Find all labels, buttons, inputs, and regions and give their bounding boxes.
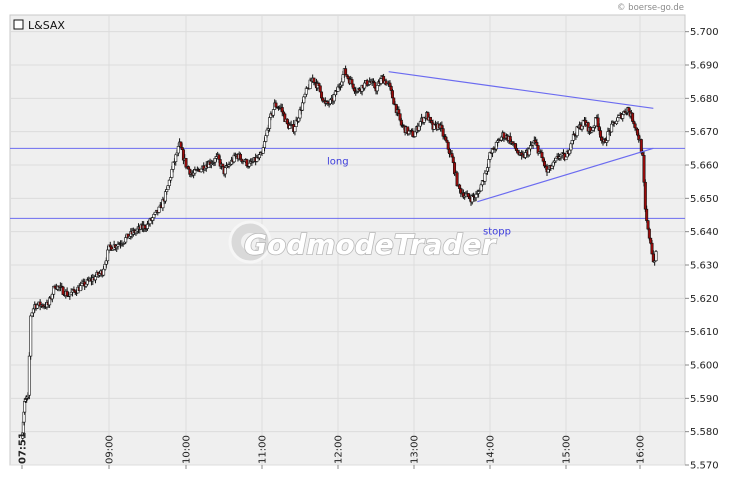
y-tick-label: 5.590 xyxy=(690,394,719,405)
candle-body xyxy=(199,168,203,173)
horizontal-levels: long stopp xyxy=(10,147,685,237)
y-tick-label: 5.640 xyxy=(690,227,719,238)
candlesticks xyxy=(21,65,658,440)
candle-body xyxy=(27,355,31,396)
x-tick-label: 13:00 xyxy=(410,435,421,464)
candle-body xyxy=(79,285,83,292)
candle-body xyxy=(31,308,35,314)
candle-body xyxy=(350,79,354,85)
trendline-1 xyxy=(388,71,654,109)
candle-body xyxy=(455,172,459,187)
x-tick-label: 11:00 xyxy=(258,435,269,464)
candle-body xyxy=(293,126,297,133)
candle-body xyxy=(564,156,568,161)
candle-body xyxy=(257,154,261,159)
trendlines xyxy=(388,71,654,203)
candle-body xyxy=(61,286,65,295)
y-tick-label: 5.700 xyxy=(690,27,719,38)
y-gridlines xyxy=(10,31,685,466)
candle-body xyxy=(104,260,108,265)
candle-body xyxy=(645,208,649,221)
y-tick-label: 5.620 xyxy=(690,294,719,305)
y-tick-label: 5.670 xyxy=(690,127,719,138)
candle-body xyxy=(30,312,34,317)
y-tick-label: 5.630 xyxy=(690,261,719,272)
y-tick-label: 5.680 xyxy=(690,94,719,105)
candle-body xyxy=(65,290,69,297)
candle-body xyxy=(397,109,401,115)
y-tick-label: 5.660 xyxy=(690,161,719,172)
candle-body xyxy=(654,251,658,262)
x-tick-label: 12:00 xyxy=(334,435,345,464)
x-tick-label: 15:00 xyxy=(562,435,573,464)
candle-body xyxy=(35,304,39,309)
candle-body xyxy=(390,90,394,99)
candle-body xyxy=(304,87,308,95)
candle-body xyxy=(474,193,478,198)
y-tick-label: 5.690 xyxy=(690,61,719,72)
y-tick-label: 5.580 xyxy=(690,427,719,438)
watermark-logo-inner xyxy=(241,233,259,251)
candle-body xyxy=(317,83,321,87)
legend-swatch xyxy=(13,19,24,30)
watermark-text: GodmodeTrader xyxy=(244,228,497,261)
legend-instrument: L&SAX xyxy=(28,19,65,32)
y-tick-label: 5.650 xyxy=(690,194,719,205)
candle-body xyxy=(615,120,619,125)
trendline-2 xyxy=(477,147,654,203)
candle-body xyxy=(375,84,379,92)
candle-body xyxy=(102,268,106,276)
x-tick-label: 09:00 xyxy=(105,435,116,464)
y-axis: 5.700 5.690 5.680 5.670 5.660 5.650 5.640 5.630… xyxy=(685,27,719,472)
candle-body xyxy=(344,68,348,75)
x-axis: 07:51 09:00 10:00 11:00 12:00 13:00 14:00 15:00… xyxy=(18,432,647,469)
candle-body xyxy=(176,146,180,154)
candle-body xyxy=(29,315,33,357)
y-tick-label: 5.610 xyxy=(690,327,719,338)
candle-body xyxy=(80,283,84,286)
x-tick-label: 16:00 xyxy=(636,435,647,464)
x-tick-label: 07:51 xyxy=(18,432,29,464)
x-tick-label: 10:00 xyxy=(182,435,193,464)
candle-body xyxy=(643,181,647,210)
candle-body xyxy=(106,249,110,262)
candle-body xyxy=(223,167,227,175)
candle-body xyxy=(642,155,646,183)
candle-body xyxy=(94,276,98,281)
level-label-long: long xyxy=(327,156,349,167)
candle-body xyxy=(157,206,161,213)
candle-body xyxy=(271,109,275,116)
x-tick-label: 14:00 xyxy=(486,435,497,464)
candle-body xyxy=(221,163,225,167)
y-tick-label: 5.570 xyxy=(690,461,719,472)
candle-body xyxy=(184,157,188,168)
credit-text: © boerse-go.de xyxy=(617,3,684,13)
candle-body xyxy=(633,123,637,129)
y-tick-label: 5.600 xyxy=(690,361,719,372)
candle-body xyxy=(312,77,316,83)
candle-body xyxy=(103,263,107,270)
candle-body xyxy=(238,153,242,160)
candle-body xyxy=(647,228,651,239)
candle-body xyxy=(318,85,322,93)
candle-body xyxy=(50,293,54,300)
watermark: GodmodeTrader xyxy=(228,220,498,264)
legend: L&SAX xyxy=(13,19,65,32)
plot-area xyxy=(9,14,686,466)
candle-body xyxy=(165,189,169,192)
level-label-stopp: stopp xyxy=(483,226,511,237)
